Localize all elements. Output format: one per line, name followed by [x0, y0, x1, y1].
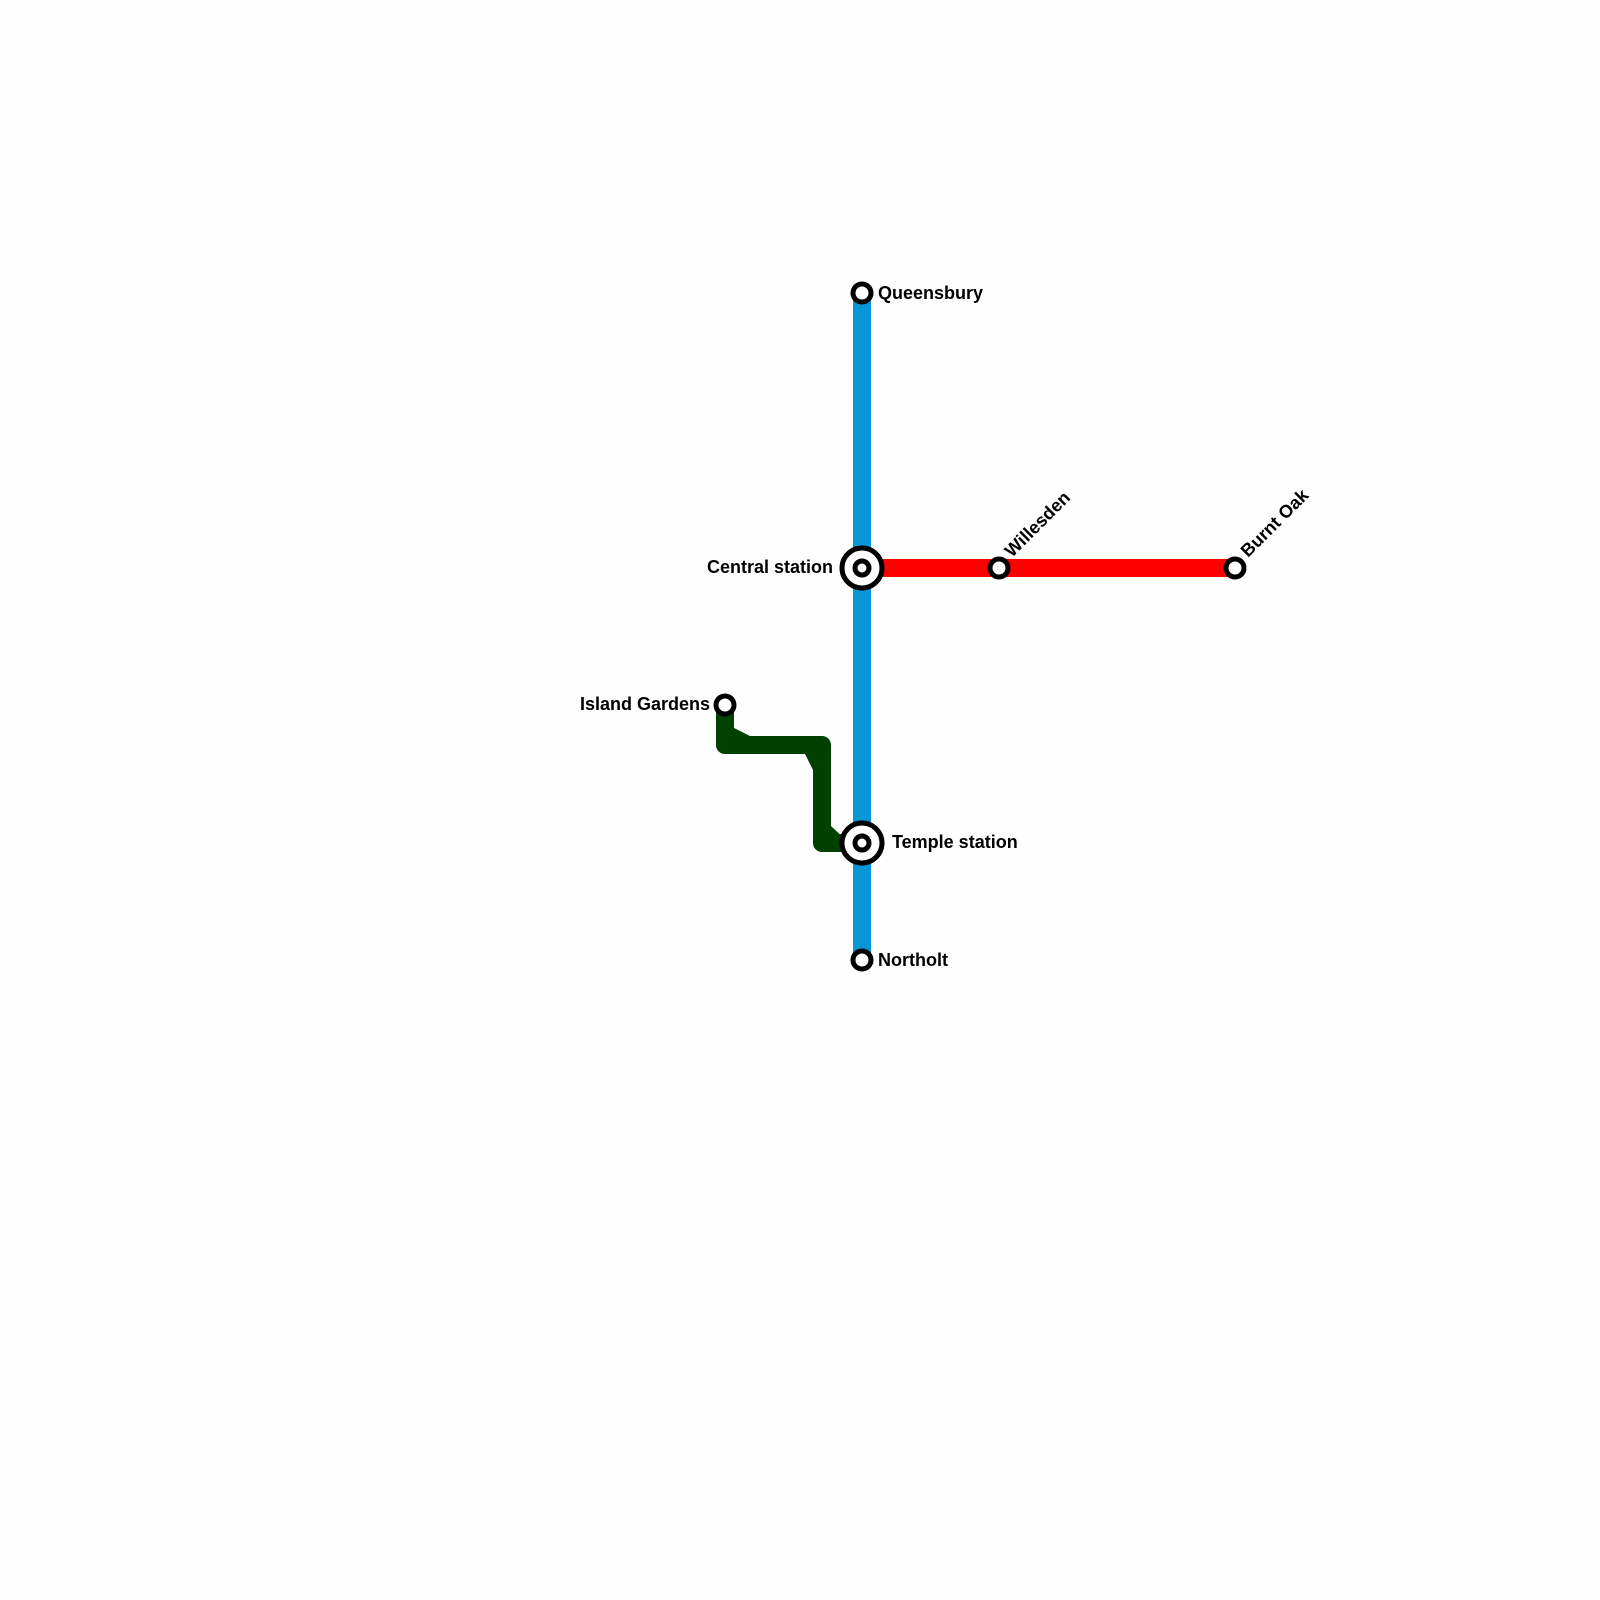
- station-label: Temple station: [892, 832, 1018, 852]
- station-label: Island Gardens: [580, 694, 710, 714]
- station-island-gardens[interactable]: Island Gardens: [580, 693, 737, 717]
- green-line: [716, 705, 862, 852]
- station-central[interactable]: Central station: [707, 545, 885, 591]
- station-burnt-oak[interactable]: Burnt Oak: [1223, 484, 1313, 580]
- station-label: Central station: [707, 557, 833, 577]
- station-queensbury[interactable]: Queensbury: [850, 281, 983, 305]
- station-label: Queensbury: [878, 283, 983, 303]
- station-northolt[interactable]: Northolt: [850, 948, 948, 972]
- station-label: Willesden: [1001, 487, 1074, 560]
- station-label: Northolt: [878, 950, 948, 970]
- station-label: Burnt Oak: [1237, 484, 1313, 560]
- station-temple[interactable]: Temple station: [839, 820, 1018, 866]
